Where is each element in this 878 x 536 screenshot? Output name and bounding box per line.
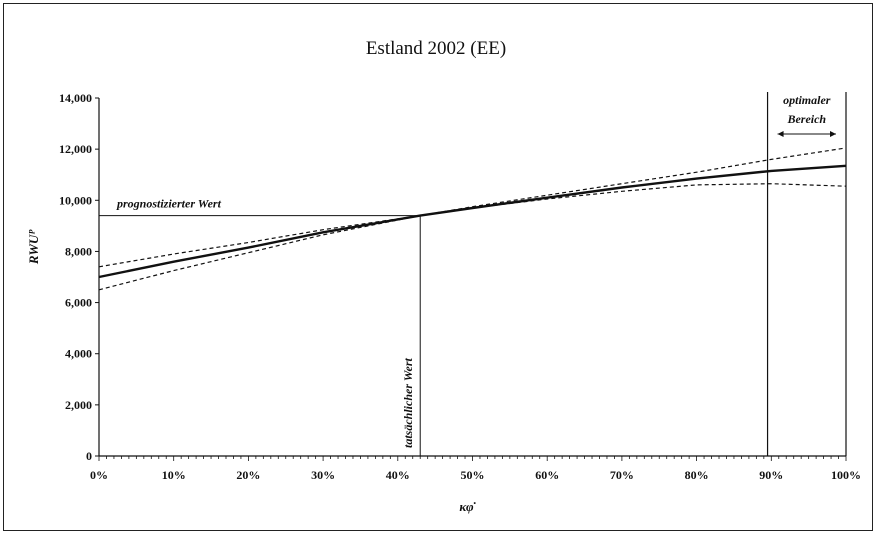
- series-line-solid: [98, 164, 847, 279]
- y-tick-label: 8,000: [65, 244, 92, 258]
- x-tick-label: 40%: [386, 468, 410, 482]
- x-tick-label: 60%: [535, 468, 559, 482]
- x-tick-label: 100%: [831, 468, 861, 482]
- y-tick-label: 6,000: [65, 296, 92, 310]
- y-axis-label: RWUᴾ: [26, 229, 41, 265]
- chart-frame: Estland 2002 (EE) 0 2,000 4,000 6,000 8,000 1…: [3, 3, 873, 531]
- chart: Estland 2002 (EE) 0 2,000 4,000 6,000 8,000 1…: [26, 38, 861, 514]
- optimal-range-label-1: optimaler: [783, 93, 831, 107]
- actual-value-label: tatsächlicher Wert: [401, 357, 415, 448]
- y-tick-label: 12,000: [59, 142, 92, 156]
- x-tick-label: 50%: [461, 468, 485, 482]
- y-tick-label: 14,000: [59, 91, 92, 105]
- x-tick-label: 70%: [610, 468, 634, 482]
- x-tick-label: 10%: [162, 468, 186, 482]
- optimal-range-label-2: Bereich: [786, 112, 826, 126]
- x-tick-group: 0% 10% 20% 30% 40% 50% 60% 70% 80% 90% 100%: [90, 456, 861, 482]
- y-tick-label: 2,000: [65, 398, 92, 412]
- optimal-arrow-head-left: [777, 131, 784, 137]
- x-tick-label: 90%: [759, 468, 783, 482]
- series-group: [98, 147, 847, 291]
- series-line-dashed-lower: [98, 183, 847, 291]
- chart-title: Estland 2002 (EE): [366, 38, 506, 59]
- x-tick-label: 30%: [311, 468, 335, 482]
- optimal-range-arrow: [777, 131, 836, 137]
- x-tick-label: 0%: [90, 468, 108, 482]
- x-axis-label: κφ̇: [459, 499, 476, 514]
- series-line-dashed-upper: [98, 147, 847, 268]
- predicted-value-label: prognostizierter Wert: [116, 197, 222, 211]
- y-tick-label: 4,000: [65, 347, 92, 361]
- optimal-arrow-head-right: [830, 131, 836, 137]
- y-tick-label: 10,000: [59, 193, 92, 207]
- y-tick-label: 0: [86, 449, 92, 463]
- x-tick-label: 80%: [685, 468, 709, 482]
- y-tick-group: 0 2,000 4,000 6,000 8,000 10,000 12,000 14,000: [59, 91, 99, 463]
- x-tick-label: 20%: [236, 468, 260, 482]
